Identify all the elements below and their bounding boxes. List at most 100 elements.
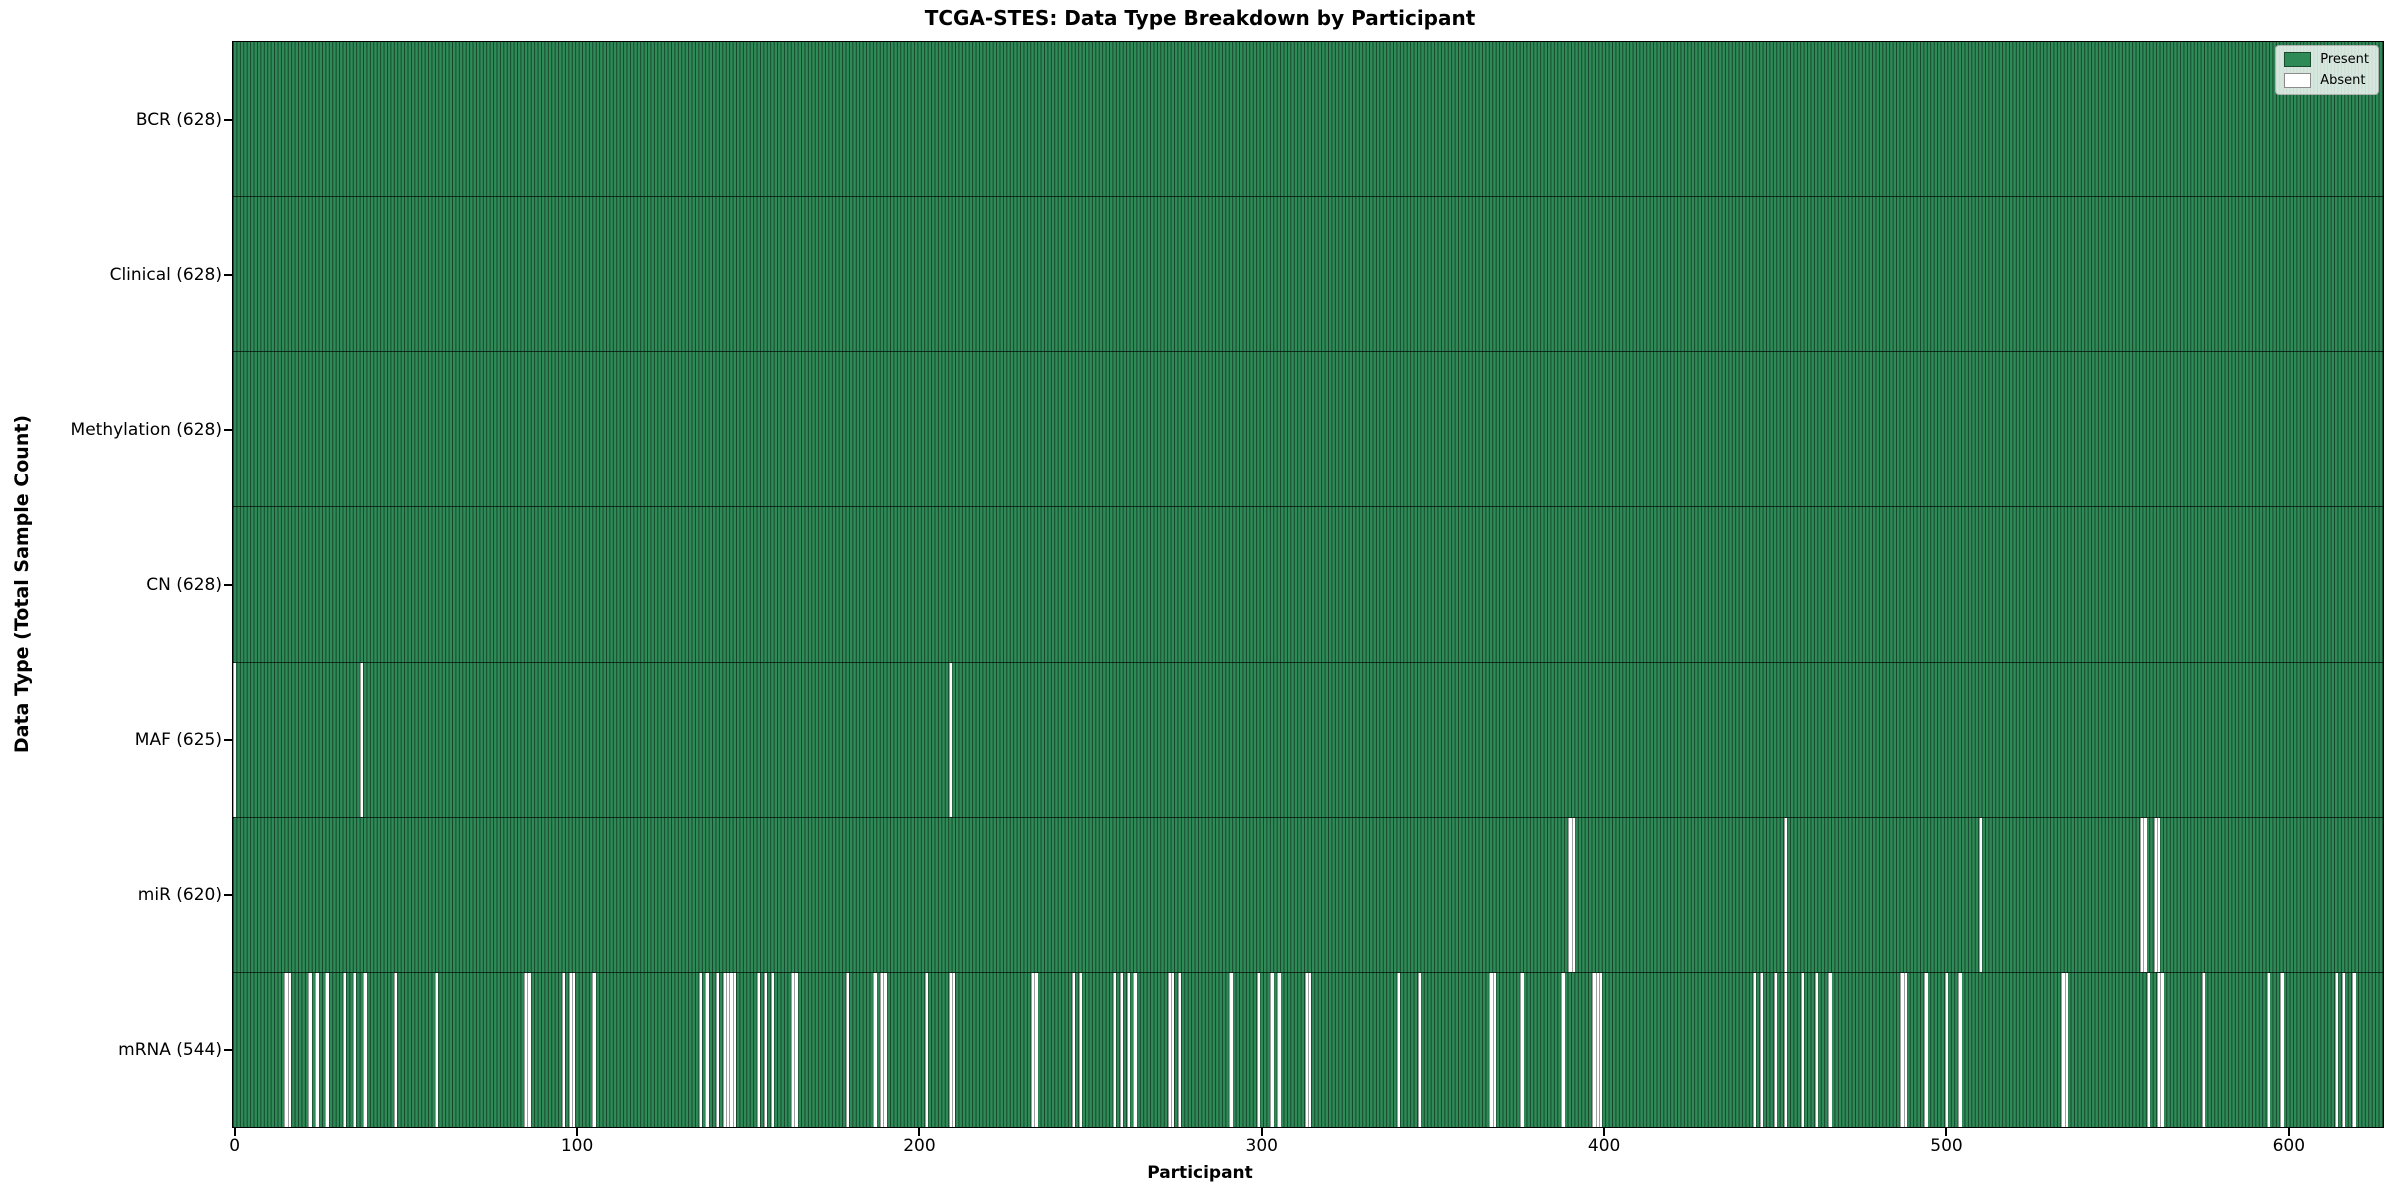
absent-stripe: [561, 972, 566, 1127]
chart-title: TCGA-STES: Data Type Breakdown by Partic…: [924, 6, 1476, 30]
x-tick-mark: [1603, 1128, 1606, 1136]
absent-stripe: [1924, 972, 1928, 1127]
absent-stripe: [592, 972, 596, 1127]
y-tick-mark: [224, 738, 232, 741]
absent-stripe: [1773, 972, 1778, 1127]
absent-stripe: [1034, 972, 1038, 1127]
absent-stripe: [732, 972, 737, 1127]
absent-stripe: [883, 972, 887, 1127]
y-tick-mark: [224, 583, 232, 586]
absent-stripe: [1071, 972, 1076, 1127]
absent-stripe: [359, 662, 364, 817]
absent-stripe: [1571, 817, 1576, 972]
absent-stripe: [1814, 972, 1819, 1127]
absent-stripe: [725, 972, 730, 1127]
absent-stripe: [722, 972, 726, 1127]
row-cn: [233, 507, 2383, 663]
absent-stripe: [1520, 972, 1524, 1127]
y-tick-mark: [224, 1048, 232, 1051]
absent-stripe: [2146, 972, 2151, 1127]
absent-stripe: [315, 972, 319, 1127]
absent-stripe: [1112, 972, 1117, 1127]
absent-stripe: [2143, 817, 2147, 972]
absent-stripe: [729, 972, 733, 1127]
y-tick-mark: [224, 893, 232, 896]
absent-stripe: [2064, 972, 2069, 1127]
absent-stripe: [698, 972, 703, 1127]
absent-stripe: [2280, 972, 2284, 1127]
legend-item-present: Present: [2284, 52, 2369, 67]
y-tick-mark: [224, 428, 232, 431]
absent-stripe: [1561, 972, 1565, 1127]
absent-stripe: [1304, 972, 1308, 1127]
absent-stripe: [1167, 972, 1172, 1127]
legend-item-absent: Absent: [2284, 73, 2369, 88]
absent-stripe: [2341, 972, 2346, 1127]
absent-stripe: [1397, 972, 1401, 1127]
absent-stripe: [287, 972, 292, 1127]
absent-stripe: [2266, 972, 2271, 1127]
y-tick-label-methylation: Methylation (628): [70, 419, 222, 440]
absent-stripe: [325, 972, 329, 1127]
absent-stripe: [756, 972, 761, 1127]
absent-stripe: [1277, 972, 1281, 1127]
x-tick-mark: [576, 1128, 579, 1136]
absent-stripe: [1800, 972, 1805, 1127]
absent-stripe: [770, 972, 774, 1127]
legend: Present Absent: [2275, 45, 2379, 95]
absent-stripe: [1944, 972, 1949, 1127]
absent-stripe: [2201, 972, 2205, 1127]
absent-stripe: [873, 972, 877, 1127]
absent-stripe: [2157, 972, 2161, 1127]
absent-stripe: [434, 972, 439, 1127]
absent-stripe: [1592, 972, 1596, 1127]
absent-stripe: [571, 972, 576, 1127]
x-tick-label-300: 300: [1245, 1136, 1279, 1156]
y-tick-label-clinical: Clinical (628): [109, 264, 222, 285]
absent-stripe: [363, 972, 367, 1127]
absent-stripe: [1229, 972, 1233, 1127]
absent-stripe: [1417, 972, 1421, 1127]
absent-stripe: [1900, 972, 1904, 1127]
absent-stripe: [1783, 972, 1788, 1127]
absent-stripe: [715, 972, 720, 1127]
absent-stripe: [352, 972, 357, 1127]
absent-stripe: [1599, 972, 1603, 1127]
absent-stripe: [1828, 972, 1832, 1127]
absent-stripe: [2061, 972, 2065, 1127]
y-tick-label-maf: MAF (625): [134, 729, 222, 750]
legend-swatch-present-icon: [2284, 52, 2312, 67]
absent-stripe: [1256, 972, 1261, 1127]
legend-swatch-absent-icon: [2284, 73, 2312, 88]
row-mrna: [233, 972, 2383, 1127]
absent-stripe: [791, 972, 795, 1127]
x-tick-label-0: 0: [229, 1136, 241, 1156]
row-clinical: [233, 197, 2383, 353]
absent-stripe: [794, 972, 798, 1127]
absent-stripe: [284, 972, 288, 1127]
y-tick-label-bcr: BCR (628): [135, 109, 222, 130]
absent-stripe: [2153, 817, 2158, 972]
x-tick-mark: [1260, 1128, 1263, 1136]
x-tick-mark: [233, 1128, 236, 1136]
x-axis-label: Participant: [1147, 1163, 1253, 1183]
absent-stripe: [845, 972, 850, 1127]
absent-stripe: [2157, 817, 2161, 972]
absent-stripe: [948, 972, 952, 1127]
legend-label-absent: Absent: [2320, 73, 2366, 88]
row-maf: [233, 662, 2383, 818]
absent-stripe: [1783, 817, 1788, 972]
absent-stripe: [705, 972, 709, 1127]
absent-stripe: [948, 662, 952, 817]
y-tick-mark: [224, 273, 232, 276]
absent-stripe: [1958, 972, 1962, 1127]
absent-stripe: [1489, 972, 1493, 1127]
absent-stripe: [951, 972, 956, 1127]
plot-area: Present Absent: [232, 41, 2384, 1128]
absent-stripe: [1177, 972, 1182, 1127]
x-tick-mark: [1945, 1128, 1948, 1136]
y-tick-label-mir: miR (620): [137, 884, 222, 905]
x-tick-label-500: 500: [1930, 1136, 1963, 1156]
absent-stripe: [1171, 972, 1175, 1127]
